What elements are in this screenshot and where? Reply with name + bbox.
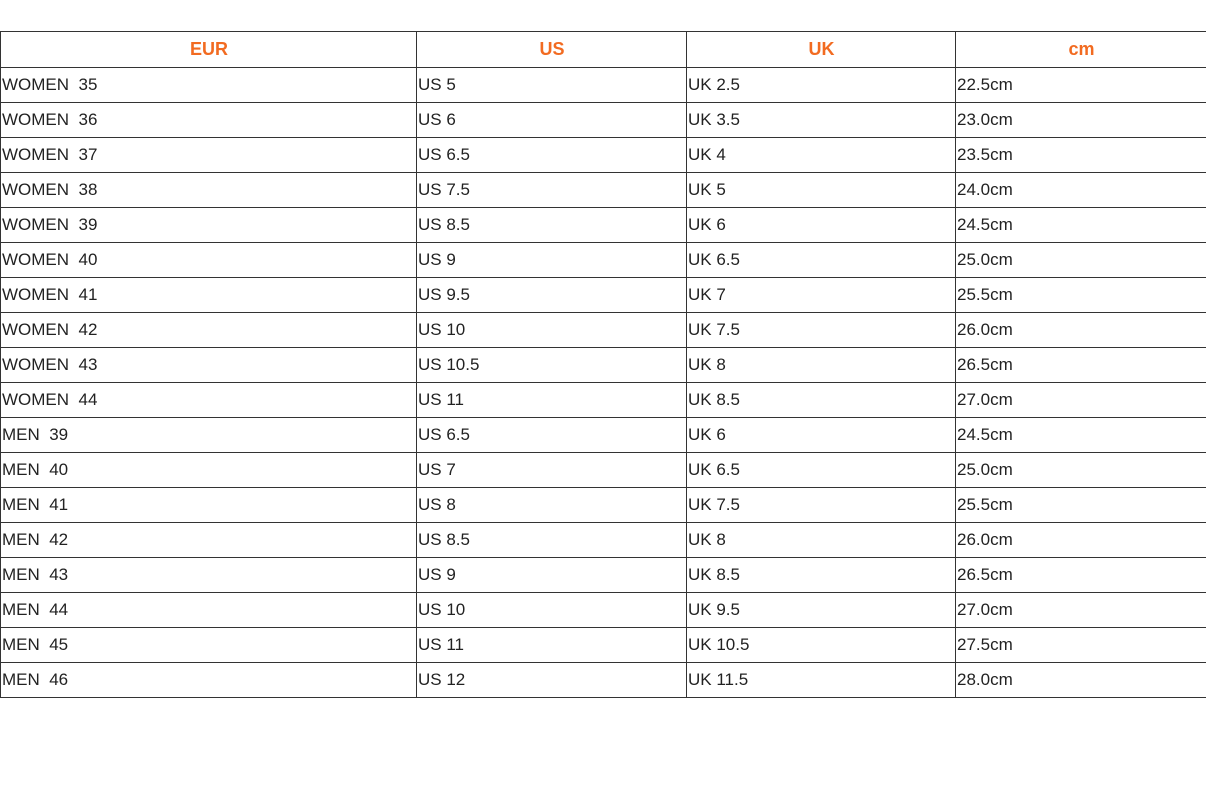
table-cell: 22.5cm [955, 67, 1206, 103]
table-cell: US 8 [416, 487, 687, 523]
table-row: WOMEN 36 US 6 UK 3.5 23.0cm [0, 102, 1206, 138]
table-row: WOMEN 41 US 9.5 UK 7 25.5cm [0, 277, 1206, 313]
table-cell: MEN 43 [0, 557, 417, 593]
table-cell: WOMEN 36 [0, 102, 417, 138]
table-cell: 23.5cm [955, 137, 1206, 173]
table-cell: US 8.5 [416, 207, 687, 243]
table-cell: 28.0cm [955, 662, 1206, 698]
table-cell: UK 5 [686, 172, 956, 208]
table-cell: 25.5cm [955, 487, 1206, 523]
table-cell: 23.0cm [955, 102, 1206, 138]
table-cell: US 10 [416, 592, 687, 628]
table-row: WOMEN 42 US 10 UK 7.5 26.0cm [0, 312, 1206, 348]
column-header: US [416, 31, 687, 68]
table-cell: WOMEN 38 [0, 172, 417, 208]
table-cell: UK 6 [686, 207, 956, 243]
table-cell: WOMEN 43 [0, 347, 417, 383]
table-cell: MEN 42 [0, 522, 417, 558]
table-cell: 26.5cm [955, 347, 1206, 383]
table-cell: WOMEN 42 [0, 312, 417, 348]
table-row: MEN 46 US 12 UK 11.5 28.0cm [0, 662, 1206, 698]
table-cell: 25.5cm [955, 277, 1206, 313]
table-cell: 25.0cm [955, 452, 1206, 488]
table-cell: 26.0cm [955, 522, 1206, 558]
table-cell: US 11 [416, 627, 687, 663]
table-cell: 27.0cm [955, 382, 1206, 418]
table-cell: UK 11.5 [686, 662, 956, 698]
table-cell: MEN 40 [0, 452, 417, 488]
table-row: WOMEN 37 US 6.5 UK 4 23.5cm [0, 137, 1206, 173]
table-cell: US 5 [416, 67, 687, 103]
table-cell: WOMEN 40 [0, 242, 417, 278]
table-cell: 24.0cm [955, 172, 1206, 208]
table-cell: 27.5cm [955, 627, 1206, 663]
table-cell: MEN 39 [0, 417, 417, 453]
table-cell: UK 7 [686, 277, 956, 313]
table-row: MEN 40 US 7 UK 6.5 25.0cm [0, 452, 1206, 488]
table-cell: UK 3.5 [686, 102, 956, 138]
table-cell: 25.0cm [955, 242, 1206, 278]
table-cell: 24.5cm [955, 417, 1206, 453]
table-cell: US 6.5 [416, 137, 687, 173]
size-chart-table: EUR US UK cm WOMEN 35 US 5 UK 2.5 22.5cm WOMEN … [0, 31, 1206, 698]
column-header: UK [686, 31, 956, 68]
table-row: WOMEN 44 US 11 UK 8.5 27.0cm [0, 382, 1206, 418]
table-cell: WOMEN 41 [0, 277, 417, 313]
table-cell: US 9 [416, 242, 687, 278]
table-cell: WOMEN 37 [0, 137, 417, 173]
table-cell: US 6.5 [416, 417, 687, 453]
table-cell: US 6 [416, 102, 687, 138]
table-row: WOMEN 35 US 5 UK 2.5 22.5cm [0, 67, 1206, 103]
table-row: WOMEN 40 US 9 UK 6.5 25.0cm [0, 242, 1206, 278]
table-row: MEN 39 US 6.5 UK 6 24.5cm [0, 417, 1206, 453]
table-cell: UK 6.5 [686, 242, 956, 278]
table-cell: WOMEN 35 [0, 67, 417, 103]
table-cell: US 9 [416, 557, 687, 593]
table-row: MEN 41 US 8 UK 7.5 25.5cm [0, 487, 1206, 523]
table-cell: US 10 [416, 312, 687, 348]
table-cell: 27.0cm [955, 592, 1206, 628]
table-cell: UK 8 [686, 347, 956, 383]
table-row: WOMEN 39 US 8.5 UK 6 24.5cm [0, 207, 1206, 243]
table-cell: UK 7.5 [686, 312, 956, 348]
table-cell: UK 6 [686, 417, 956, 453]
table-cell: US 12 [416, 662, 687, 698]
table-row: MEN 45 US 11 UK 10.5 27.5cm [0, 627, 1206, 663]
table-cell: UK 6.5 [686, 452, 956, 488]
table-cell: US 11 [416, 382, 687, 418]
header-row: EUR US UK cm [0, 31, 1206, 68]
table-cell: UK 8.5 [686, 557, 956, 593]
table-cell: 26.0cm [955, 312, 1206, 348]
table-cell: US 9.5 [416, 277, 687, 313]
table-cell: US 8.5 [416, 522, 687, 558]
table-cell: WOMEN 44 [0, 382, 417, 418]
table-cell: MEN 41 [0, 487, 417, 523]
table-cell: MEN 45 [0, 627, 417, 663]
table-cell: 24.5cm [955, 207, 1206, 243]
column-header: EUR [0, 31, 417, 68]
column-header: cm [955, 31, 1206, 68]
table-row: MEN 43 US 9 UK 8.5 26.5cm [0, 557, 1206, 593]
table-row: MEN 44 US 10 UK 9.5 27.0cm [0, 592, 1206, 628]
table-cell: UK 4 [686, 137, 956, 173]
table-cell: UK 2.5 [686, 67, 956, 103]
table-cell: MEN 46 [0, 662, 417, 698]
table-cell: UK 10.5 [686, 627, 956, 663]
table-cell: 26.5cm [955, 557, 1206, 593]
table-row: MEN 42 US 8.5 UK 8 26.0cm [0, 522, 1206, 558]
table-cell: US 7.5 [416, 172, 687, 208]
table-cell: US 10.5 [416, 347, 687, 383]
table-cell: MEN 44 [0, 592, 417, 628]
table-cell: UK 8.5 [686, 382, 956, 418]
table-cell: US 7 [416, 452, 687, 488]
table-cell: WOMEN 39 [0, 207, 417, 243]
table-cell: UK 8 [686, 522, 956, 558]
table-row: WOMEN 43 US 10.5 UK 8 26.5cm [0, 347, 1206, 383]
table-row: WOMEN 38 US 7.5 UK 5 24.0cm [0, 172, 1206, 208]
table-cell: UK 7.5 [686, 487, 956, 523]
table-cell: UK 9.5 [686, 592, 956, 628]
